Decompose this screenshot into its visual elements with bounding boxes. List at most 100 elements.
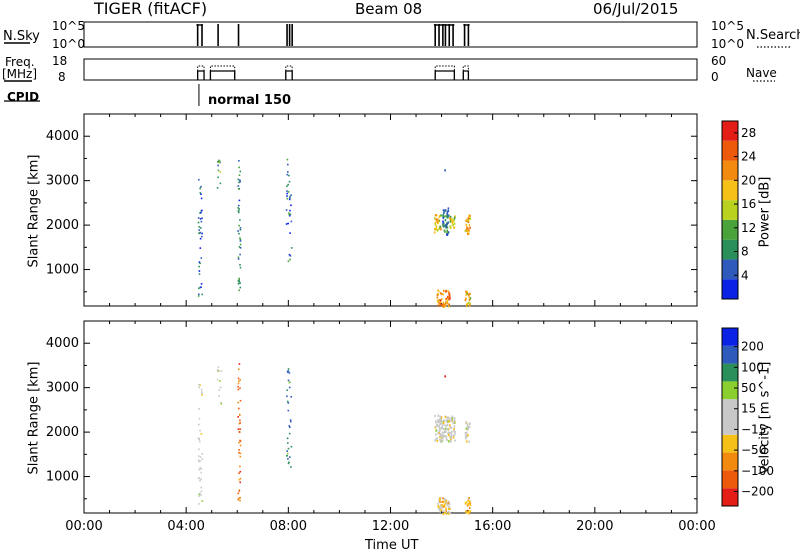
echo-point [237, 377, 240, 380]
echo-point [443, 505, 446, 508]
echo-point [467, 232, 469, 236]
echo-point [438, 508, 441, 511]
echo-point [454, 215, 456, 218]
echo-point [465, 510, 467, 513]
echo-point [200, 486, 203, 489]
echo-point [439, 438, 442, 441]
echo-point [238, 232, 240, 235]
echo-point [442, 214, 445, 217]
echo-point [434, 217, 436, 220]
echo-point [238, 166, 240, 169]
echo-point [237, 210, 240, 212]
echo-point [437, 506, 440, 509]
echo-point [466, 511, 469, 514]
echo-point [446, 210, 449, 214]
echo-point [201, 392, 203, 395]
echo-point [448, 500, 450, 503]
echo-point [239, 496, 241, 499]
echo-point [288, 174, 290, 177]
echo-point [469, 292, 471, 295]
echo-point [435, 226, 438, 229]
echo-point [237, 178, 240, 181]
echo-point [287, 163, 289, 166]
echo-point [453, 418, 456, 421]
echo-point [198, 384, 200, 386]
echo-point [449, 225, 452, 228]
power-colorbar-tick-label: 16 [741, 197, 756, 211]
echo-point [440, 214, 442, 217]
echo-point [199, 218, 202, 220]
echo-point [198, 495, 201, 497]
echo-point [238, 174, 241, 176]
echo-point [436, 218, 439, 221]
echo-point [439, 422, 442, 425]
echo-point [448, 512, 450, 515]
echo-point [466, 303, 468, 306]
nave-tick-top: 60 [711, 54, 727, 68]
echo-point [287, 260, 290, 263]
echo-point [464, 299, 467, 302]
echo-point [453, 427, 455, 431]
echo-point [439, 506, 442, 509]
echo-point [465, 290, 467, 293]
echo-point [438, 227, 440, 230]
echo-point [201, 500, 204, 502]
echo-point [452, 434, 455, 437]
power-colorbar-tick-label: 20 [741, 173, 756, 187]
echo-point [445, 424, 447, 427]
echo-point [201, 293, 203, 296]
echo-point [436, 220, 439, 223]
velocity-colorbar-tick-label: 100 [741, 360, 764, 374]
echo-point [464, 229, 467, 232]
echo-point [437, 432, 440, 435]
echo-point [467, 227, 469, 230]
echo-point [442, 497, 444, 500]
echo-point [446, 439, 448, 442]
echo-point [468, 298, 471, 301]
echo-point [468, 223, 471, 227]
echo-point [444, 427, 447, 430]
echo-point [237, 256, 240, 259]
echo-point [286, 185, 288, 187]
freq-block [209, 70, 236, 80]
echo-point [446, 504, 449, 507]
echo-point [444, 209, 447, 212]
echo-point [239, 286, 242, 289]
echo-point [435, 437, 438, 441]
echo-point [216, 378, 219, 381]
echo-point [239, 387, 241, 389]
echo-point [441, 436, 444, 439]
echo-point [286, 454, 288, 457]
echo-point [239, 465, 241, 468]
freq-block [197, 70, 205, 80]
echo-point [288, 212, 290, 214]
echo-point [453, 222, 456, 225]
echo-point [238, 497, 240, 499]
echo-point [201, 232, 203, 235]
echo-point [289, 426, 291, 429]
nsky-tick-top: 10^5 [52, 19, 85, 33]
echo-point [239, 240, 242, 242]
echo-point [453, 417, 456, 420]
echo-point [238, 279, 240, 281]
echo-point [449, 439, 452, 442]
power-colorbar-tick-label: 8 [741, 245, 749, 259]
echo-point [449, 217, 451, 220]
echo-point [469, 297, 472, 300]
echo-point [438, 299, 440, 302]
echo-point [469, 217, 472, 220]
echo-point [200, 490, 203, 493]
echo-point [239, 499, 241, 502]
echo-point [199, 192, 202, 194]
echo-point [199, 429, 201, 432]
echo-point [449, 511, 451, 514]
freq-tick-top: 18 [52, 54, 68, 68]
echo-point [439, 500, 441, 503]
echo-point [468, 296, 471, 299]
echo-point [444, 500, 446, 503]
echo-point [450, 435, 452, 438]
echo-point [199, 231, 201, 234]
echo-point [239, 428, 241, 430]
nave-tick-bottom: 0 [711, 70, 719, 84]
echo-point [445, 500, 448, 503]
